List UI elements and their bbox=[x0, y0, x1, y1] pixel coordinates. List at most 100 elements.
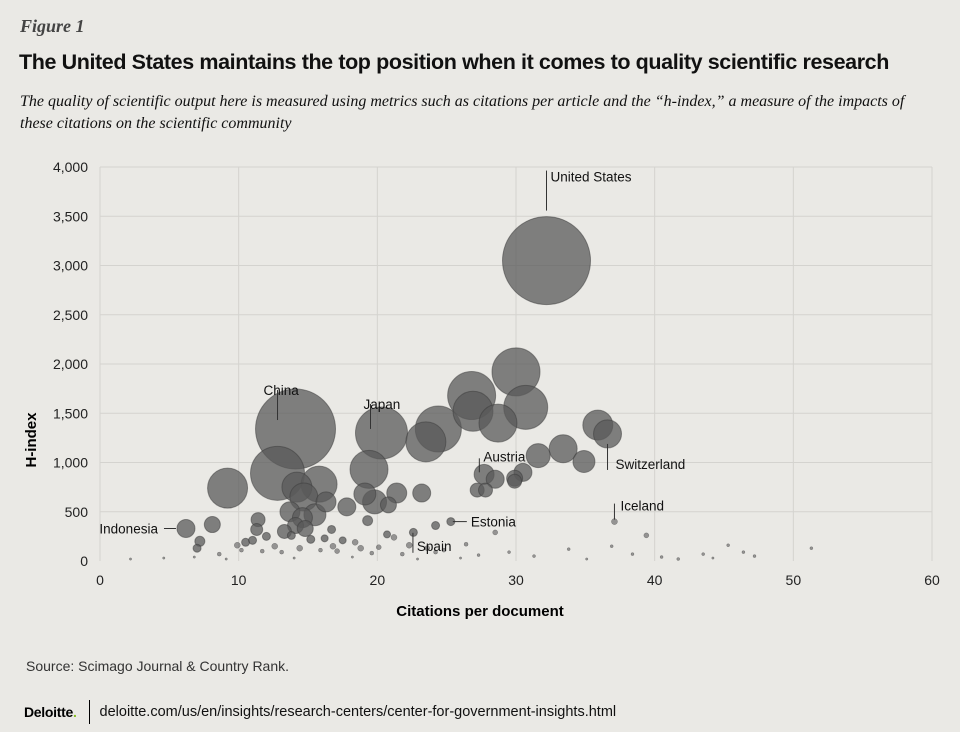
x-tick-label: 0 bbox=[96, 572, 104, 588]
bubble bbox=[334, 548, 340, 554]
y-tick-label: 1,500 bbox=[53, 405, 88, 421]
x-tick-label: 10 bbox=[231, 572, 247, 588]
bubble bbox=[383, 530, 392, 539]
bubble bbox=[711, 556, 715, 560]
bubble bbox=[726, 543, 730, 547]
bubble bbox=[659, 555, 664, 559]
bubble bbox=[203, 516, 221, 534]
bubble bbox=[286, 530, 296, 540]
bubble bbox=[259, 548, 265, 554]
bubble bbox=[357, 544, 364, 552]
bubble bbox=[405, 541, 413, 549]
bubble bbox=[459, 556, 462, 560]
bubble bbox=[271, 542, 278, 550]
country-label: United States bbox=[551, 170, 632, 185]
chart-subtitle: The quality of scientific output here is… bbox=[20, 93, 905, 132]
x-tick-label: 20 bbox=[370, 572, 386, 588]
bubble bbox=[441, 547, 447, 553]
bubble bbox=[337, 497, 357, 517]
bubble bbox=[741, 550, 746, 554]
chart-title: The United States maintains the top posi… bbox=[19, 50, 889, 74]
y-tick-label: 1,000 bbox=[53, 455, 88, 471]
bubble bbox=[327, 524, 337, 534]
y-tick-label: 2,500 bbox=[53, 307, 88, 323]
bubble bbox=[224, 557, 228, 561]
bubble bbox=[379, 496, 397, 514]
bubble bbox=[566, 547, 571, 551]
bubble bbox=[431, 521, 441, 531]
bubble bbox=[593, 419, 623, 449]
x-axis-label: Citations per document bbox=[396, 603, 564, 620]
bubble bbox=[585, 557, 589, 561]
bubble bbox=[485, 469, 505, 489]
bubble bbox=[809, 546, 814, 550]
bubble bbox=[296, 519, 314, 537]
bubble bbox=[405, 421, 447, 463]
y-tick-label: 500 bbox=[65, 504, 89, 520]
bubble bbox=[176, 518, 196, 538]
bubble bbox=[296, 544, 303, 552]
bubble bbox=[315, 491, 337, 513]
y-axis-ticks: 0 500 1,000 1,500 2,000 2,500 3,000 3,500 4,000 bbox=[53, 159, 88, 569]
y-axis-label: H-index bbox=[23, 412, 40, 468]
deloitte-logo[interactable]: Deloitte. bbox=[24, 704, 77, 720]
footer-url-link[interactable]: deloitte.com/us/en/insights/research-cen… bbox=[99, 704, 617, 720]
bubble bbox=[375, 544, 382, 550]
bubble bbox=[351, 539, 359, 546]
y-tick-label: 2,000 bbox=[53, 356, 88, 372]
bubble bbox=[548, 434, 578, 464]
bubble bbox=[320, 534, 329, 543]
country-label: Japan bbox=[363, 397, 400, 412]
bubble bbox=[292, 556, 296, 560]
bubble bbox=[643, 532, 650, 539]
country-label: Indonesia bbox=[99, 521, 158, 536]
bubble bbox=[492, 529, 498, 536]
bubbles bbox=[129, 216, 814, 561]
label-leader-lines bbox=[163, 170, 615, 553]
bubble bbox=[478, 403, 518, 443]
bubble bbox=[463, 542, 469, 547]
x-tick-label: 40 bbox=[647, 572, 663, 588]
bubble-chart: United States China Japan Spain Austria Switz… bbox=[23, 159, 940, 620]
bubble bbox=[306, 534, 316, 544]
bubble bbox=[532, 554, 536, 558]
country-labels: United States China Japan Spain Austria Switz… bbox=[99, 170, 685, 554]
bubble bbox=[630, 552, 635, 556]
bubble bbox=[234, 541, 241, 549]
bubble bbox=[261, 531, 271, 541]
bubble bbox=[390, 534, 398, 541]
bubble bbox=[476, 553, 481, 557]
bubble bbox=[248, 535, 258, 545]
bubble bbox=[162, 556, 166, 560]
y-tick-label: 3,000 bbox=[53, 258, 88, 274]
bubble bbox=[362, 515, 374, 527]
bubble bbox=[424, 545, 431, 551]
bubble bbox=[676, 557, 680, 561]
bubble bbox=[217, 551, 222, 557]
bubble bbox=[353, 482, 377, 506]
country-label: Estonia bbox=[471, 515, 517, 530]
x-tick-label: 50 bbox=[786, 572, 802, 588]
footer-divider bbox=[88, 700, 90, 724]
bubble bbox=[400, 551, 405, 557]
y-tick-label: 4,000 bbox=[53, 159, 88, 175]
bubble bbox=[507, 473, 523, 489]
bubble bbox=[318, 547, 323, 553]
bubble bbox=[433, 549, 438, 555]
bubble bbox=[207, 467, 249, 509]
bubble bbox=[609, 544, 614, 548]
source-note: Source: Scimago Journal & Country Rank. bbox=[26, 658, 290, 674]
bubble bbox=[129, 557, 132, 561]
bubble bbox=[369, 550, 375, 556]
bubble bbox=[250, 522, 264, 536]
bubble bbox=[329, 542, 337, 550]
bubble bbox=[192, 543, 202, 553]
country-label: Austria bbox=[483, 449, 526, 464]
bubble bbox=[502, 216, 592, 306]
country-label: Switzerland bbox=[616, 457, 686, 472]
y-tick-label: 0 bbox=[80, 553, 88, 569]
x-tick-label: 60 bbox=[924, 572, 940, 588]
bubble bbox=[239, 547, 244, 553]
logo-dot: . bbox=[72, 704, 77, 720]
bubble bbox=[279, 549, 284, 555]
